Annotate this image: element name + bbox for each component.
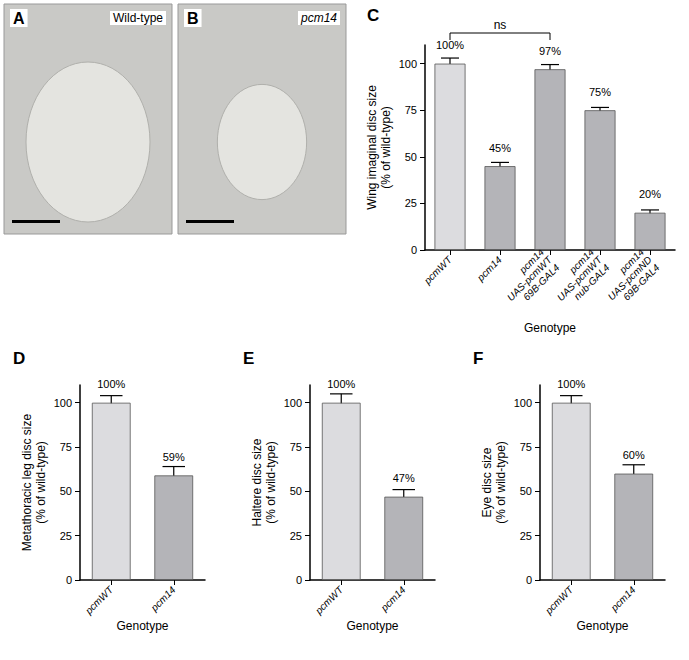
svg-text:pcm14: pcm14: [608, 584, 638, 614]
svg-text:Metathoracic leg disc size: Metathoracic leg disc size: [20, 413, 34, 551]
svg-text:(% of wild-type): (% of wild-type): [264, 441, 278, 524]
svg-text:100: 100: [399, 58, 417, 70]
svg-text:E: E: [243, 349, 254, 368]
svg-text:0: 0: [296, 574, 302, 586]
svg-text:pcm14: pcm14: [517, 246, 547, 276]
svg-text:(% of wild-type): (% of wild-type): [34, 441, 48, 524]
svg-text:75: 75: [520, 441, 532, 453]
svg-text:pcm14: pcm14: [474, 254, 504, 284]
svg-text:60%: 60%: [623, 449, 645, 461]
svg-text:25: 25: [290, 530, 302, 542]
svg-text:47%: 47%: [393, 472, 415, 484]
svg-text:pcm14: pcm14: [617, 246, 647, 276]
svg-text:pcmWT: pcmWT: [542, 583, 575, 616]
svg-text:nub-GAL4: nub-GAL4: [571, 261, 612, 302]
svg-text:pcm14: pcm14: [378, 584, 408, 614]
svg-text:UAS-pcmWT: UAS-pcmWT: [504, 254, 554, 304]
svg-text:50: 50: [60, 485, 72, 497]
svg-text:50: 50: [520, 485, 532, 497]
svg-text:25: 25: [60, 530, 72, 542]
svg-text:Genotype: Genotype: [346, 619, 398, 633]
svg-text:A: A: [13, 10, 25, 27]
svg-text:75%: 75%: [589, 86, 611, 98]
svg-text:F: F: [473, 349, 483, 368]
svg-text:C: C: [367, 6, 379, 25]
svg-text:69B-GAL4: 69B-GAL4: [520, 261, 562, 303]
svg-text:Haltere disc size: Haltere disc size: [250, 438, 264, 526]
svg-text:45%: 45%: [489, 142, 511, 154]
svg-text:B: B: [187, 10, 199, 27]
svg-text:100%: 100%: [557, 378, 585, 390]
svg-text:75: 75: [405, 104, 417, 116]
svg-text:pcm14: pcm14: [567, 246, 597, 276]
svg-text:Genotype: Genotype: [576, 619, 628, 633]
svg-text:25: 25: [405, 197, 417, 209]
svg-text:75: 75: [60, 441, 72, 453]
svg-text:Genotype: Genotype: [116, 619, 168, 633]
svg-text:69B-GAL4: 69B-GAL4: [621, 262, 662, 303]
svg-text:20%: 20%: [639, 188, 661, 200]
svg-text:50: 50: [290, 485, 302, 497]
svg-text:100: 100: [54, 397, 72, 409]
svg-text:Wild-type: Wild-type: [113, 11, 163, 25]
svg-text:59%: 59%: [163, 451, 185, 463]
svg-text:UAS-pcmND: UAS-pcmND: [605, 254, 654, 303]
svg-text:0: 0: [411, 244, 417, 256]
svg-text:pcmWT: pcmWT: [421, 253, 454, 286]
svg-text:97%: 97%: [539, 45, 561, 57]
svg-text:pcmWT: pcmWT: [82, 583, 115, 616]
svg-text:50: 50: [405, 151, 417, 163]
svg-text:Wing imaginal disc size: Wing imaginal disc size: [365, 85, 379, 210]
svg-text:100%: 100%: [97, 378, 125, 390]
svg-text:(% of wild-type): (% of wild-type): [494, 441, 508, 524]
svg-text:0: 0: [66, 574, 72, 586]
svg-text:100%: 100%: [436, 39, 464, 51]
svg-text:UAS-pcmWT: UAS-pcmWT: [554, 254, 604, 304]
svg-text:Eye disc size: Eye disc size: [480, 447, 494, 517]
svg-text:100: 100: [284, 397, 302, 409]
svg-text:100: 100: [514, 397, 532, 409]
svg-text:100%: 100%: [327, 378, 355, 390]
svg-text:pcm14: pcm14: [148, 584, 178, 614]
svg-text:75: 75: [290, 441, 302, 453]
svg-text:0: 0: [526, 574, 532, 586]
svg-text:pcm14: pcm14: [300, 11, 337, 25]
svg-text:D: D: [13, 349, 25, 368]
svg-text:25: 25: [520, 530, 532, 542]
svg-text:ns: ns: [494, 18, 507, 32]
svg-text:(% of wild-type): (% of wild-type): [379, 106, 393, 189]
svg-text:Genotype: Genotype: [524, 321, 576, 335]
svg-text:pcmWT: pcmWT: [312, 583, 345, 616]
